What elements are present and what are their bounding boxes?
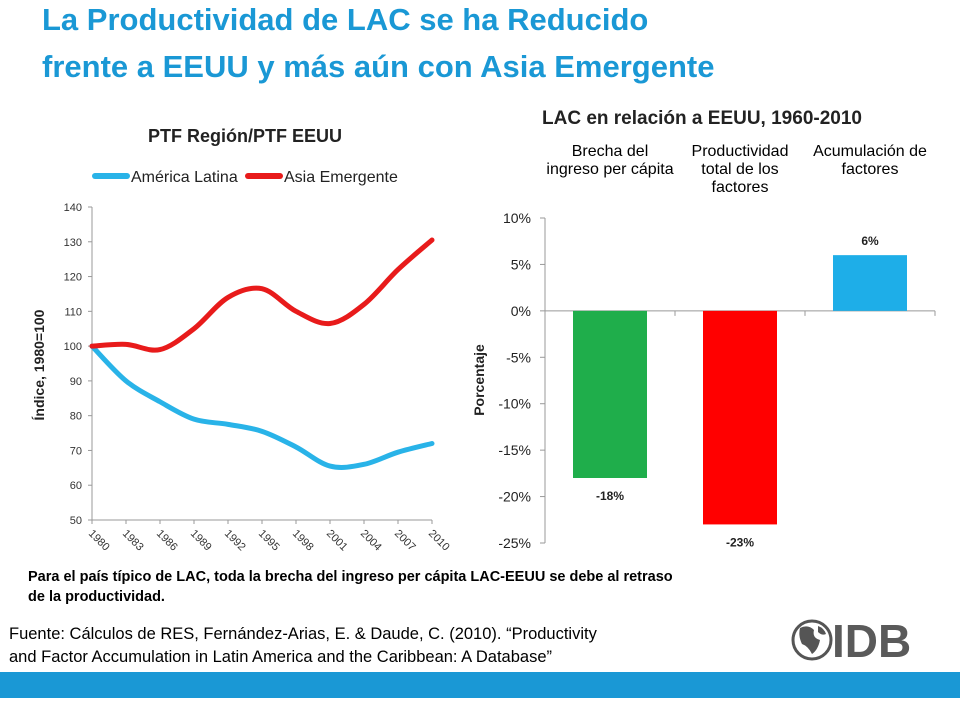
title-line: frente a EEUU y más aún con Asia Emergen… [42,49,715,84]
y-tick-label: 80 [70,411,82,423]
x-tick-label: 2004 [358,528,384,554]
y-tick-label: -15% [498,442,531,458]
y-tick-label: 90 [70,376,82,388]
logo-globe [791,619,833,661]
series-line [89,343,435,470]
category-label: Brecha del ingreso per cápita [546,143,674,178]
y-tick-label: 50 [70,515,82,527]
bar [573,310,647,478]
bar [703,310,777,525]
y-tick-label: 120 [64,272,82,284]
legend-label: Asia Emergente [284,169,398,186]
y-tick-label: 140 [64,202,82,214]
note-line: Para el país típico de LAC, toda la brec… [28,569,673,585]
x-tick-label: 1986 [154,528,180,554]
value-label: -18% [596,489,624,503]
y-tick-label: 0% [511,303,531,319]
chart-title: LAC en relación a EEUU, 1960-2010 [542,108,862,129]
y-tick-label: -20% [498,489,531,505]
source-line: and Factor Accumulation in Latin America… [9,648,552,666]
y-tick-label: 70 [70,445,82,457]
y-tick-label: 60 [70,480,82,492]
y-tick-label: 100 [64,341,82,353]
chart-title: PTF Región/PTF EEUU [148,126,342,146]
y-tick-label: -10% [498,396,531,412]
logo-text: IDB [832,615,911,667]
y-axis-label: Porcentaje [471,344,487,416]
source-line: Fuente: Cálculos de RES, Fernández-Arias… [9,625,597,643]
legend-label: América Latina [131,169,238,186]
x-tick-label: 1980 [86,528,112,554]
bar [833,255,907,311]
x-tick-label: 2001 [324,528,350,554]
x-tick-label: 2010 [426,528,452,554]
x-tick-label: 1989 [188,528,214,554]
title-line: La Productividad de LAC se ha Reducido [42,2,649,37]
y-axis-label: Índice, 1980=100 [31,309,47,420]
y-tick-label: -25% [498,535,531,551]
y-tick-label: 5% [511,256,531,272]
x-tick-label: 1998 [290,528,316,554]
category-label: Acumulación de factores [813,143,927,178]
x-tick-label: 1992 [222,528,248,554]
footer-bar [0,672,960,698]
note-line: de la productividad. [28,589,165,605]
x-tick-label: 1995 [256,528,282,554]
y-tick-label: 110 [64,306,82,318]
value-label: -23% [726,535,754,549]
series-line [89,237,435,353]
y-tick-label: -5% [506,349,531,365]
x-tick-label: 2007 [392,528,418,554]
x-tick-label: 1983 [120,528,146,554]
value-label: 6% [861,234,879,248]
y-tick-label: 130 [64,237,82,249]
y-tick-label: 10% [503,210,531,226]
category-label: Productividad total de los factores [691,143,789,196]
